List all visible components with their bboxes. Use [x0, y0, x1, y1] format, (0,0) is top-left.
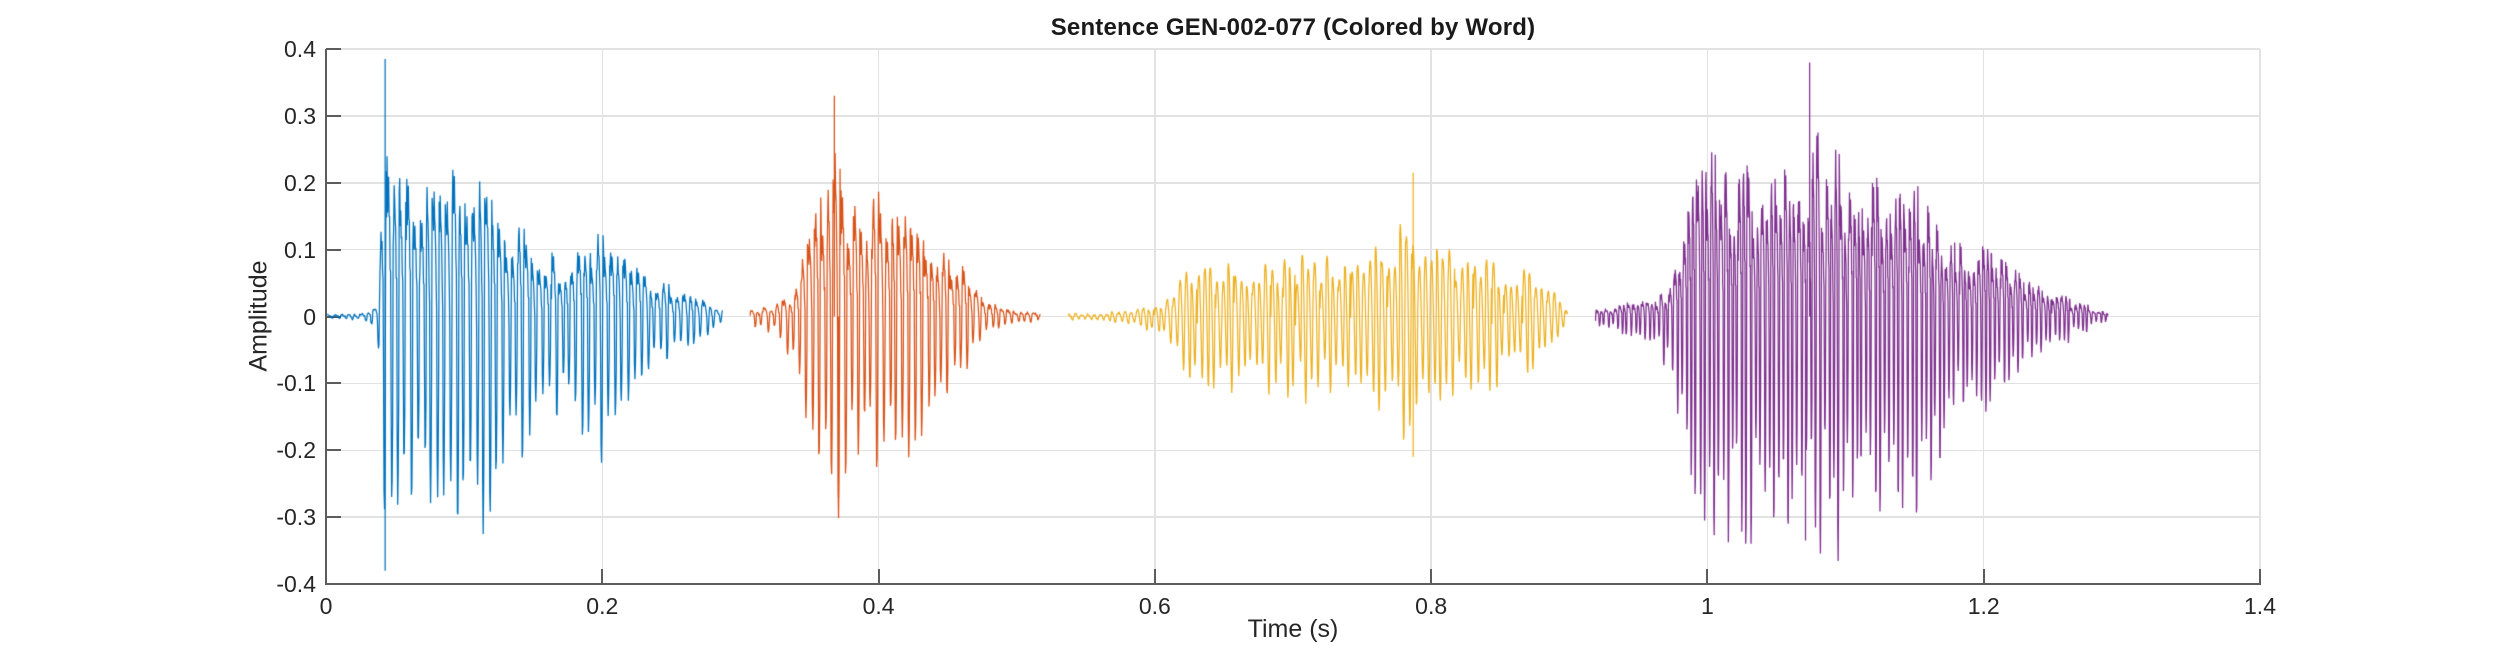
waveform-figure: Sentence GEN-002-077 (Colored by Word) A… — [0, 0, 2500, 657]
waveform-canvas — [0, 0, 2500, 657]
